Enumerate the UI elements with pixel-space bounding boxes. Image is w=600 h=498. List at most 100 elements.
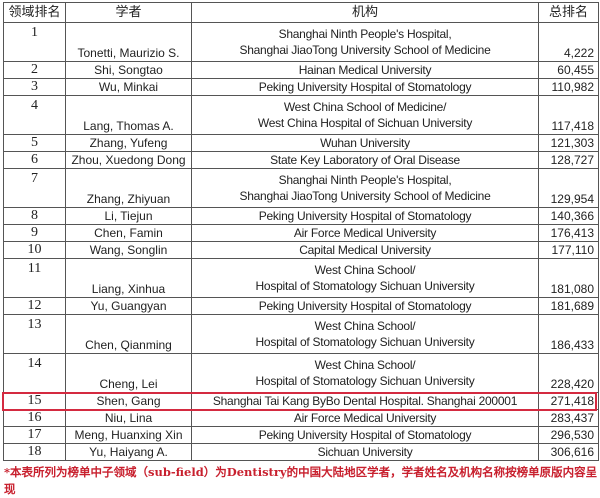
field-rank: 17 xyxy=(3,426,66,444)
institution-line: Air Force Medical University xyxy=(293,226,437,240)
table-row: 6 Zhou, Xuedong Dong State Key Laboratory … xyxy=(3,151,599,169)
scholar-name: Shi, Songtao xyxy=(65,61,192,79)
scholar-name: Tonetti, Maurizio S. xyxy=(65,22,192,62)
institution-line: West China School/ xyxy=(314,319,416,333)
total-rank: 271,418 xyxy=(538,392,599,410)
total-rank: 283,437 xyxy=(538,409,599,427)
header-row: 领域排名 学者 机构 总排名 xyxy=(3,2,599,23)
total-rank: 186,433 xyxy=(538,314,599,354)
institution: West China School/Hospital of Stomatolog… xyxy=(191,353,539,393)
field-rank: 4 xyxy=(3,95,66,135)
institution-line: Capital Medical University xyxy=(299,243,431,257)
header-institution: 机构 xyxy=(191,2,539,23)
total-rank: 296,530 xyxy=(538,426,599,444)
institution: Air Force Medical University xyxy=(191,224,539,242)
institution-line: Sichuan University xyxy=(317,445,413,459)
field-rank: 18 xyxy=(3,443,66,461)
institution-line: Peking University Hospital of Stomatolog… xyxy=(258,428,472,442)
field-rank: 3 xyxy=(3,78,66,96)
table-row: 17 Meng, Huanxing Xin Peking University Ho… xyxy=(3,426,599,444)
header-rank: 领域排名 xyxy=(3,2,66,23)
table-row: 4 Lang, Thomas A. West China School of Med… xyxy=(3,95,599,135)
scholar-name: Li, Tiejun xyxy=(65,207,192,225)
institution-line: Hainan Medical University xyxy=(298,63,432,77)
institution-line: Peking University Hospital of Stomatolog… xyxy=(258,209,472,223)
scholar-name: Lang, Thomas A. xyxy=(65,95,192,135)
institution-line: Hospital of Stomatology Sichuan Universi… xyxy=(255,335,475,349)
scholar-name: Meng, Huanxing Xin xyxy=(65,426,192,444)
table-row: 10 Wang, Songlin Capital Medical Universit… xyxy=(3,241,599,259)
table-row: 3 Wu, Minkai Peking University Hospital of… xyxy=(3,78,599,96)
institution: Shanghai Ninth People's Hospital, Shangha… xyxy=(191,22,539,62)
header-total: 总排名 xyxy=(538,2,599,23)
institution: Sichuan University xyxy=(191,443,539,461)
institution: Peking University Hospital of Stomatolog… xyxy=(191,78,539,96)
table-row: 2 Shi, Songtao Hainan Medical University 60… xyxy=(3,61,599,79)
total-rank: 117,418 xyxy=(538,95,599,135)
scholar-name: Cheng, Lei xyxy=(65,353,192,393)
scholar-name: Zhou, Xuedong Dong xyxy=(65,151,192,169)
institution: Peking University Hospital of Stomatolog… xyxy=(191,426,539,444)
field-rank: 8 xyxy=(3,207,66,225)
institution: West China School of Medicine/West China… xyxy=(191,95,539,135)
institution: Air Force Medical University xyxy=(191,409,539,427)
institution-line: West China School of Medicine/ xyxy=(283,100,447,114)
footnote: *本表所列为榜单中子领域（sub-field）为Dentistry的中国大陆地区… xyxy=(4,465,598,496)
institution-line: Peking University Hospital of Stomatolog… xyxy=(258,80,472,94)
institution-line: Shanghai Ninth People's Hospital, xyxy=(278,27,452,41)
institution-line: State Key Laboratory of Oral Disease xyxy=(270,153,460,167)
field-rank: 7 xyxy=(3,168,66,208)
total-rank: 110,982 xyxy=(538,78,599,96)
field-rank: 1 xyxy=(3,22,66,62)
table-row: 16 Niu, Lina Air Force Medical University 2… xyxy=(3,409,599,427)
total-rank: 4,222 xyxy=(538,22,599,62)
total-rank: 176,413 xyxy=(538,224,599,242)
institution-line: Shanghai Ninth People's Hospital, xyxy=(278,173,452,187)
field-rank: 15 xyxy=(3,392,66,410)
table-row: 12 Yu, Guangyan Peking University Hospital… xyxy=(3,297,599,315)
field-rank: 2 xyxy=(3,61,66,79)
scholar-name: Chen, Famin xyxy=(65,224,192,242)
table-row: 8 Li, Tiejun Peking University Hospital of… xyxy=(3,207,599,225)
institution: Peking University Hospital of Stomatolog… xyxy=(191,297,539,315)
field-rank: 12 xyxy=(3,297,66,315)
total-rank: 140,366 xyxy=(538,207,599,225)
institution: Shanghai Tai Kang ByBo Dental Hospital. … xyxy=(191,392,539,410)
institution: Shanghai Ninth People's Hospital, Shangha… xyxy=(191,168,539,208)
institution-line: Shanghai Tai Kang ByBo Dental Hospital. … xyxy=(212,394,518,408)
institution: Hainan Medical University xyxy=(191,61,539,79)
total-rank: 181,080 xyxy=(538,258,599,298)
header-scholar: 学者 xyxy=(65,2,192,23)
total-rank: 60,455 xyxy=(538,61,599,79)
total-rank: 228,420 xyxy=(538,353,599,393)
field-rank: 9 xyxy=(3,224,66,242)
scholar-name: Wu, Minkai xyxy=(65,78,192,96)
scholar-name: Yu, Haiyang A. xyxy=(65,443,192,461)
institution-line: Air Force Medical University xyxy=(293,411,437,425)
table-row: 14 Cheng, Lei West China School/Hospital o… xyxy=(3,353,599,393)
ranking-table: 领域排名 学者 机构 总排名 1 Tonetti, Maurizio S. Shan… xyxy=(3,2,599,461)
institution: Wuhan University xyxy=(191,134,539,152)
table-row: 1 Tonetti, Maurizio S. Shanghai Ninth Peop… xyxy=(3,22,599,62)
institution: Peking University Hospital of Stomatolog… xyxy=(191,207,539,225)
scholar-name: Yu, Guangyan xyxy=(65,297,192,315)
total-rank: 306,616 xyxy=(538,443,599,461)
scholar-name: Zhang, Yufeng xyxy=(65,134,192,152)
institution-line: Hospital of Stomatology Sichuan Universi… xyxy=(255,374,475,388)
field-rank: 11 xyxy=(3,258,66,298)
institution: State Key Laboratory of Oral Disease xyxy=(191,151,539,169)
table-row: 7 Zhang, Zhiyuan Shanghai Ninth People's H… xyxy=(3,168,599,208)
scholar-name: Wang, Songlin xyxy=(65,241,192,259)
total-rank: 121,303 xyxy=(538,134,599,152)
institution-line: Shanghai JiaoTong University School of M… xyxy=(239,43,491,57)
institution-line: Wuhan University xyxy=(320,136,410,150)
scholar-name: Shen, Gang xyxy=(65,392,192,410)
total-rank: 177,110 xyxy=(538,241,599,259)
total-rank: 128,727 xyxy=(538,151,599,169)
scholar-name: Zhang, Zhiyuan xyxy=(65,168,192,208)
scholar-name: Niu, Lina xyxy=(65,409,192,427)
institution-line: West China Hospital of Sichuan Universit… xyxy=(257,116,473,130)
scholar-name: Liang, Xinhua xyxy=(65,258,192,298)
field-rank: 6 xyxy=(3,151,66,169)
table-row: 18 Yu, Haiyang A. Sichuan University 306,61… xyxy=(3,443,599,461)
